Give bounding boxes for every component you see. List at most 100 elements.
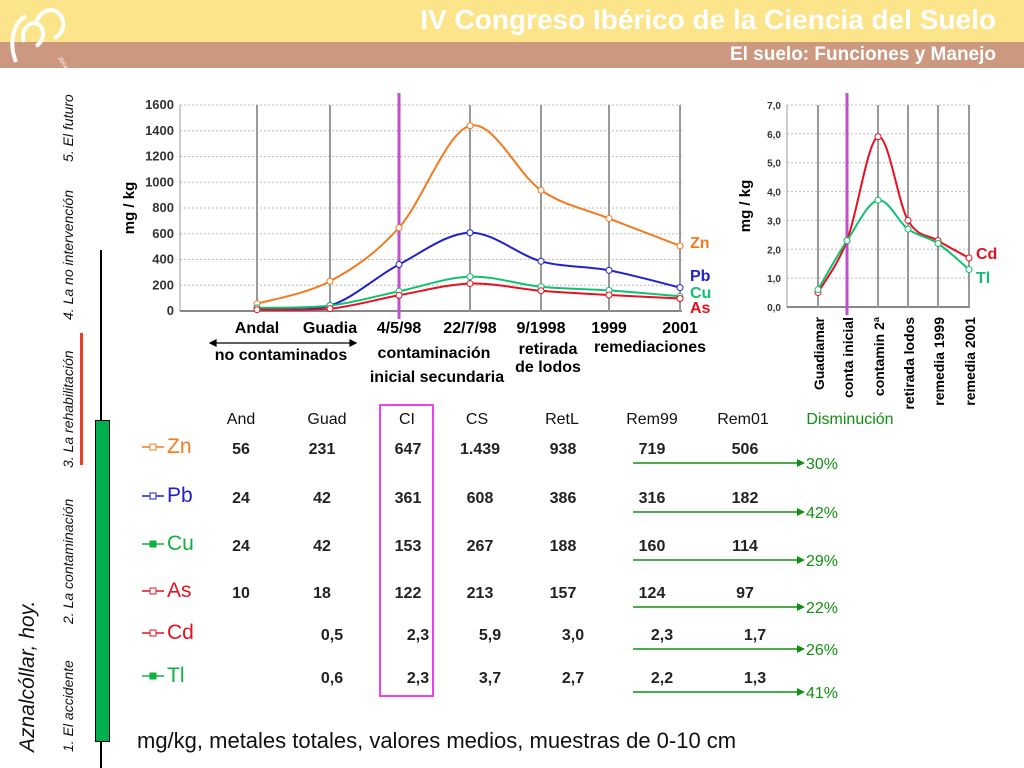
decrease-arrow bbox=[633, 645, 805, 653]
y-tick-label: 7,0 bbox=[767, 101, 781, 112]
y-tick-label: 4,0 bbox=[767, 188, 781, 199]
table-cell: 24 bbox=[232, 490, 250, 507]
data-point-As bbox=[326, 305, 334, 313]
data-point-Zn bbox=[395, 224, 403, 232]
table-cell: 1,7 bbox=[743, 627, 767, 644]
table-cell: 114 bbox=[732, 538, 758, 555]
table-cell: 42 bbox=[313, 538, 331, 555]
x-tick-label: Guadia bbox=[303, 320, 357, 337]
y-axis-label: mg / kg bbox=[121, 182, 138, 235]
metal-symbol: As bbox=[167, 579, 192, 602]
table-cell: 2,3 bbox=[406, 627, 430, 644]
decrease-percent: 29% bbox=[806, 553, 839, 570]
legend-marker-icon bbox=[142, 587, 164, 595]
data-point-Pb bbox=[676, 284, 684, 292]
data-point-Zn bbox=[466, 122, 474, 130]
chart-0: 0 200 400 600 800 1000 1200 1400 1600 Andal Guadia… bbox=[121, 93, 711, 386]
data-point-As bbox=[253, 306, 261, 314]
y-tick-label: 400 bbox=[152, 252, 174, 267]
x-tick-label: 9/1998 bbox=[517, 320, 566, 337]
data-point-As bbox=[395, 291, 403, 299]
column-header: RetL bbox=[545, 411, 579, 428]
current-section-marker bbox=[80, 333, 83, 465]
table-cell: 182 bbox=[731, 490, 759, 507]
table-cell: 1,3 bbox=[743, 670, 767, 687]
data-point-Zn bbox=[676, 242, 684, 250]
decrease-arrow bbox=[633, 459, 805, 467]
metal-symbol: Pb bbox=[167, 484, 193, 507]
table-cell: 5,9 bbox=[478, 627, 502, 644]
table-cell: 160 bbox=[638, 538, 666, 555]
data-point-Tl bbox=[934, 240, 942, 248]
x-tick-label: Andal bbox=[235, 320, 279, 337]
table-cell: 506 bbox=[731, 441, 759, 458]
table-cell: 2,3 bbox=[650, 627, 674, 644]
table-cell: 18 bbox=[313, 585, 331, 602]
table-cell: 647 bbox=[394, 441, 422, 458]
y-tick-label: 1,0 bbox=[767, 274, 781, 285]
category-group-label: contaminación bbox=[378, 345, 491, 362]
table-cell: 188 bbox=[549, 538, 577, 555]
x-tick-label: remedia 1999 bbox=[931, 317, 947, 406]
y-tick-label: 1600 bbox=[145, 97, 174, 112]
series-label-Cd: Cd bbox=[976, 246, 997, 263]
x-tick-label: 22/7/98 bbox=[443, 320, 496, 337]
data-point-Cd bbox=[874, 133, 882, 141]
column-header: Rem99 bbox=[626, 411, 678, 428]
y-tick-label: 0,0 bbox=[767, 303, 781, 314]
sidebar-item-contaminacion[interactable]: 2. La contaminación bbox=[60, 498, 76, 624]
y-tick-label: 600 bbox=[152, 226, 174, 241]
column-header: CS bbox=[465, 411, 489, 428]
data-point-Tl bbox=[904, 225, 912, 233]
decrease-percent: 22% bbox=[806, 600, 839, 617]
series-line-Pb bbox=[256, 231, 681, 311]
data-point-As bbox=[605, 291, 613, 299]
row-label-Cd: Cd bbox=[142, 621, 194, 645]
data-point-Tl bbox=[965, 265, 973, 273]
range-arrow bbox=[208, 339, 358, 347]
x-tick-label: contamin 2ª bbox=[871, 316, 887, 396]
series-label-Pb: Pb bbox=[690, 268, 711, 285]
series-label-As: As bbox=[690, 300, 711, 317]
y-tick-label: 2,0 bbox=[767, 245, 781, 256]
table-cell: 122 bbox=[394, 585, 422, 602]
data-point-Pb bbox=[466, 229, 474, 237]
header-band-top bbox=[0, 0, 1024, 42]
row-label-Zn: Zn bbox=[142, 435, 192, 459]
table-cell: 608 bbox=[466, 490, 494, 507]
x-tick-label: Guadiamar bbox=[811, 316, 827, 390]
data-point-Pb bbox=[395, 261, 403, 269]
column-header: CI bbox=[399, 411, 415, 428]
data-point-Tl bbox=[843, 237, 851, 245]
metal-symbol: Zn bbox=[167, 435, 192, 458]
metal-symbol: Cd bbox=[167, 621, 194, 644]
table-cell: 0,5 bbox=[320, 627, 344, 644]
decrease-percent: 41% bbox=[806, 685, 839, 702]
y-tick-label: 200 bbox=[152, 277, 174, 292]
series-label-Zn: Zn bbox=[690, 235, 710, 252]
y-tick-label: 800 bbox=[152, 200, 174, 215]
decrease-arrow bbox=[633, 603, 805, 611]
table-cell: 213 bbox=[466, 585, 494, 602]
sidebar-item-accidente[interactable]: 1. El accidente bbox=[60, 660, 76, 752]
data-point-Tl bbox=[814, 286, 822, 294]
column-header: Rem01 bbox=[717, 411, 769, 428]
decrease-arrow bbox=[633, 508, 805, 516]
table-cell: 3,0 bbox=[561, 627, 585, 644]
progress-bar bbox=[95, 420, 110, 742]
legend-marker-icon bbox=[142, 492, 164, 500]
table-cell: 361 bbox=[394, 490, 422, 507]
legend-marker-icon bbox=[142, 443, 164, 451]
table-cell: 97 bbox=[736, 585, 754, 602]
decrease-arrow bbox=[633, 688, 805, 696]
legend-marker-icon bbox=[142, 540, 164, 548]
category-group-label: remediaciones bbox=[594, 339, 706, 356]
row-label-As: As bbox=[142, 579, 192, 603]
table-cell: 316 bbox=[638, 490, 666, 507]
data-point-Cd bbox=[965, 254, 973, 262]
charts-svg: 0 200 400 600 800 1000 1200 1400 1600 Andal Guadia… bbox=[121, 93, 997, 410]
data-point-Pb bbox=[537, 257, 545, 265]
series-label-Tl: Tl bbox=[976, 270, 990, 287]
series-line-Cd bbox=[817, 135, 970, 294]
table-cell: 386 bbox=[549, 490, 577, 507]
